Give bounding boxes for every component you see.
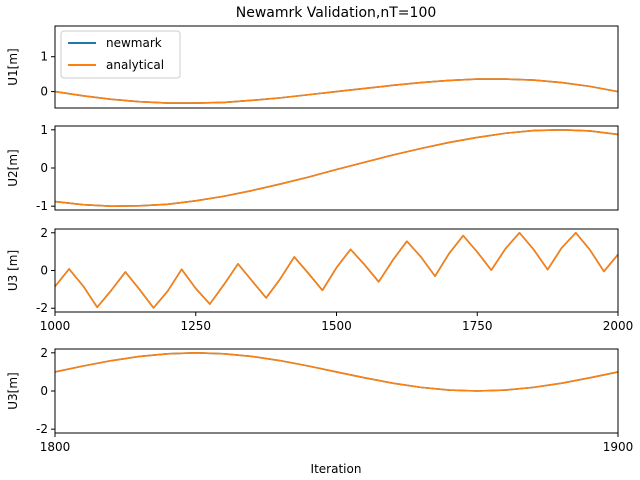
y-tick-label: -2	[36, 422, 48, 436]
y-axis-label: U3 [m]	[6, 250, 20, 291]
y-axis-label: U2[m]	[6, 149, 20, 186]
y-tick-label: 0	[40, 384, 48, 398]
subplot-4: -2 0 2 1800 1900 U3[m]	[6, 346, 633, 454]
legend-label-analytical: analytical	[106, 58, 164, 72]
y-tick-label: 2	[40, 226, 48, 240]
y-tick-label: 1	[40, 123, 48, 137]
y-axis-label: U1[m]	[6, 48, 20, 85]
subplot-3: -2 0 2 1000 1250 1500 1750 2000 U3 [m]	[6, 226, 633, 333]
x-tick-label: 1800	[40, 440, 71, 454]
series-line-analytical	[54, 352, 619, 392]
y-tick-label: 0	[40, 161, 48, 175]
x-tick-label: 1000	[40, 319, 71, 333]
y-tick-label: 0	[40, 264, 48, 278]
y-tick-label: 1	[40, 50, 48, 64]
x-axis-label: Iteration	[311, 462, 362, 476]
y-tick-label: -1	[36, 199, 48, 213]
legend-label-newmark: newmark	[106, 36, 162, 50]
y-tick-label: -2	[36, 301, 48, 315]
x-tick-label: 1750	[462, 319, 493, 333]
chart-title: Newamrk Validation,nT=100	[236, 5, 437, 21]
subplots: 0 1 U1[m] newmark analytical -1 0 1 U2[m] -2 0 2 100…	[6, 25, 633, 454]
y-axis-label: U3[m]	[6, 372, 20, 409]
x-tick-label: 1250	[180, 319, 211, 333]
subplot-2: -1 0 1 U2[m]	[6, 123, 619, 213]
legend: newmark analytical	[60, 30, 181, 79]
plot-frame	[54, 25, 619, 109]
series-line-analytical	[54, 231, 619, 309]
x-tick-label: 1900	[603, 440, 634, 454]
series-line-analytical	[54, 129, 619, 207]
y-tick-label: 2	[40, 346, 48, 360]
y-tick-label: 0	[40, 85, 48, 99]
x-tick-label: 2000	[603, 319, 634, 333]
subplot-1: 0 1 U1[m] newmark analytical	[6, 25, 619, 109]
x-tick-label: 1500	[321, 319, 352, 333]
series-line-analytical	[54, 78, 619, 104]
